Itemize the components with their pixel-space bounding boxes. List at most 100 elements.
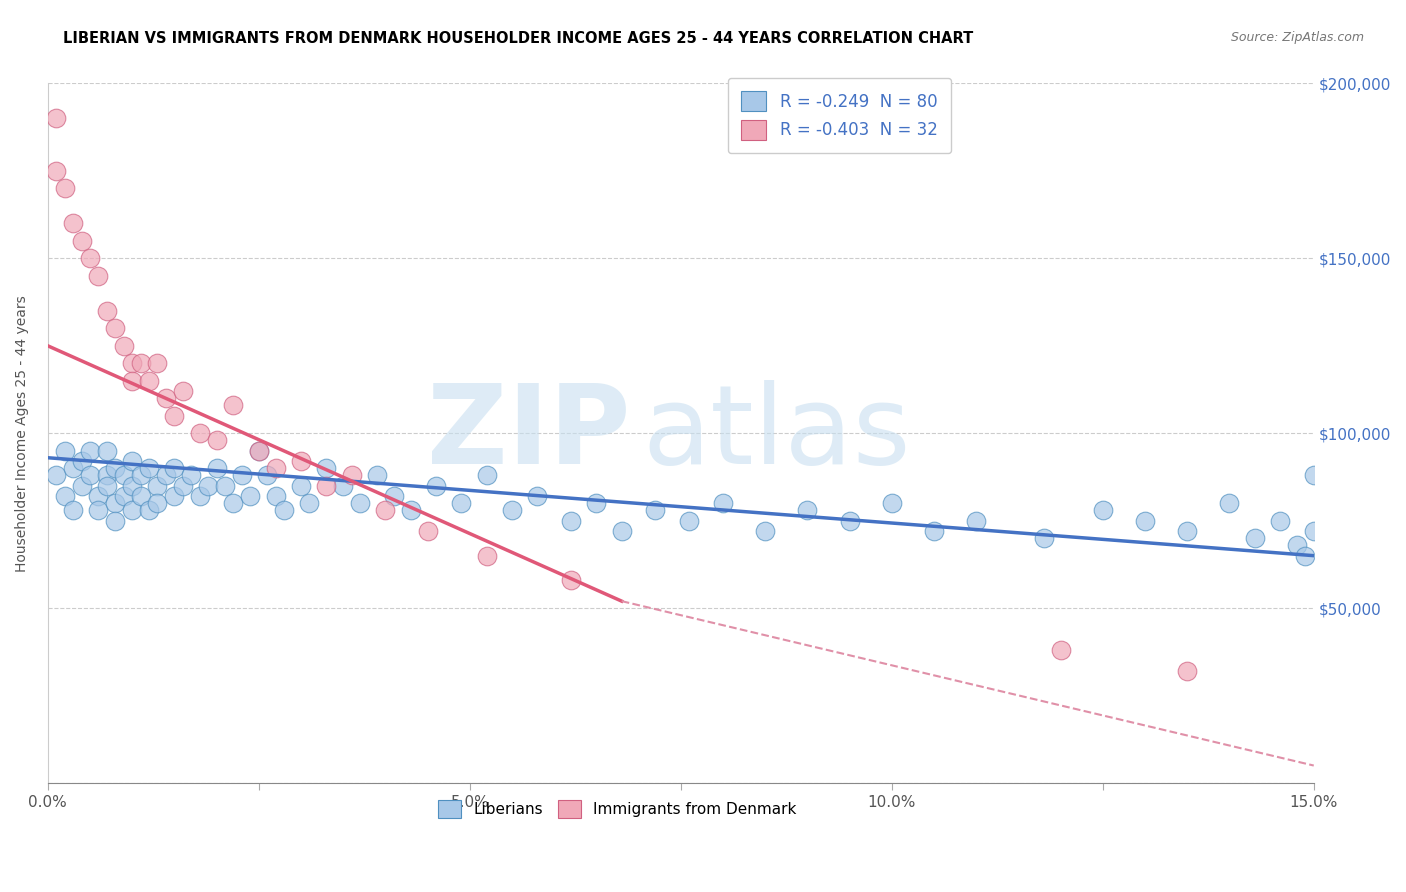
Point: [146, 479, 169, 493]
Point: [197, 479, 219, 493]
Text: atlas: atlas: [643, 380, 911, 487]
Point: [880, 496, 903, 510]
Point: [112, 489, 135, 503]
Point: [526, 489, 548, 503]
Point: [1302, 468, 1324, 483]
Point: [180, 468, 202, 483]
Point: [163, 409, 186, 423]
Point: [644, 503, 666, 517]
Point: [163, 461, 186, 475]
Point: [1091, 503, 1114, 517]
Point: [222, 398, 245, 412]
Point: [138, 503, 160, 517]
Point: [247, 443, 270, 458]
Point: [53, 443, 76, 458]
Point: [146, 496, 169, 510]
Point: [1268, 514, 1291, 528]
Point: [222, 496, 245, 510]
Point: [214, 479, 236, 493]
Point: [1049, 643, 1071, 657]
Point: [96, 303, 118, 318]
Point: [231, 468, 253, 483]
Point: [264, 489, 287, 503]
Point: [96, 468, 118, 483]
Point: [1175, 524, 1198, 538]
Point: [754, 524, 776, 538]
Point: [112, 468, 135, 483]
Point: [121, 454, 143, 468]
Point: [366, 468, 388, 483]
Point: [340, 468, 363, 483]
Point: [163, 489, 186, 503]
Point: [425, 479, 447, 493]
Point: [205, 461, 228, 475]
Point: [560, 573, 582, 587]
Point: [678, 514, 700, 528]
Point: [70, 454, 93, 468]
Y-axis label: Householder Income Ages 25 - 44 years: Householder Income Ages 25 - 44 years: [15, 295, 30, 572]
Point: [188, 426, 211, 441]
Point: [70, 234, 93, 248]
Point: [475, 549, 498, 563]
Point: [290, 454, 312, 468]
Point: [146, 356, 169, 370]
Point: [332, 479, 354, 493]
Point: [104, 321, 127, 335]
Point: [1243, 531, 1265, 545]
Point: [205, 434, 228, 448]
Point: [53, 181, 76, 195]
Point: [416, 524, 439, 538]
Point: [62, 216, 84, 230]
Point: [290, 479, 312, 493]
Point: [349, 496, 371, 510]
Point: [273, 503, 295, 517]
Point: [45, 112, 67, 126]
Point: [399, 503, 422, 517]
Point: [1175, 664, 1198, 678]
Point: [79, 468, 101, 483]
Point: [298, 496, 321, 510]
Point: [188, 489, 211, 503]
Point: [62, 461, 84, 475]
Point: [838, 514, 860, 528]
Point: [87, 489, 110, 503]
Point: [45, 164, 67, 178]
Text: LIBERIAN VS IMMIGRANTS FROM DENMARK HOUSEHOLDER INCOME AGES 25 - 44 YEARS CORREL: LIBERIAN VS IMMIGRANTS FROM DENMARK HOUS…: [63, 31, 973, 46]
Point: [121, 479, 143, 493]
Point: [560, 514, 582, 528]
Point: [129, 468, 152, 483]
Point: [53, 489, 76, 503]
Point: [129, 489, 152, 503]
Point: [796, 503, 818, 517]
Point: [315, 479, 337, 493]
Text: ZIP: ZIP: [427, 380, 630, 487]
Point: [121, 374, 143, 388]
Point: [121, 503, 143, 517]
Point: [1218, 496, 1240, 510]
Point: [62, 503, 84, 517]
Point: [239, 489, 262, 503]
Point: [922, 524, 945, 538]
Point: [129, 356, 152, 370]
Point: [172, 384, 194, 399]
Point: [155, 391, 177, 405]
Point: [711, 496, 734, 510]
Point: [610, 524, 633, 538]
Point: [475, 468, 498, 483]
Point: [1032, 531, 1054, 545]
Point: [87, 503, 110, 517]
Point: [1285, 538, 1308, 552]
Point: [501, 503, 523, 517]
Point: [104, 461, 127, 475]
Point: [104, 496, 127, 510]
Point: [138, 461, 160, 475]
Point: [112, 339, 135, 353]
Point: [155, 468, 177, 483]
Point: [585, 496, 607, 510]
Text: Source: ZipAtlas.com: Source: ZipAtlas.com: [1230, 31, 1364, 45]
Legend: Liberians, Immigrants from Denmark: Liberians, Immigrants from Denmark: [432, 794, 803, 824]
Point: [121, 356, 143, 370]
Point: [45, 468, 67, 483]
Point: [79, 443, 101, 458]
Point: [264, 461, 287, 475]
